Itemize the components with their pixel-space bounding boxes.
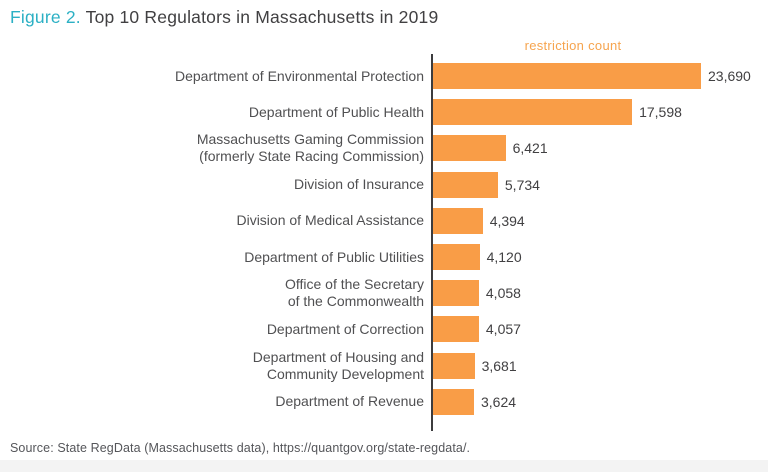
category-label: Division of Insurance xyxy=(294,176,424,193)
chart-row: Massachusetts Gaming Commission (formerl… xyxy=(0,130,768,166)
bar xyxy=(433,63,701,90)
chart-row: Department of Revenue 3,624 xyxy=(0,384,768,420)
bar xyxy=(433,135,506,162)
category-label: Department of Housing and Community Deve… xyxy=(252,348,424,382)
value-label: 4,120 xyxy=(486,249,522,266)
bar xyxy=(433,388,474,415)
value-label: 3,624 xyxy=(481,393,517,410)
bar-area: 4,058 xyxy=(432,275,768,311)
chart-row: Department of Public Utilities 4,120 xyxy=(0,239,768,275)
bar-area: 4,057 xyxy=(432,311,768,347)
chart-row: Division of Medical Assistance 4,394 xyxy=(0,203,768,239)
value-label: 6,421 xyxy=(512,140,548,157)
chart-row: Division of Insurance 5,734 xyxy=(0,167,768,203)
bar xyxy=(433,171,498,198)
bar xyxy=(433,99,633,126)
category-label: Department of Correction xyxy=(266,320,424,337)
bar-area: 4,120 xyxy=(432,239,768,275)
bar xyxy=(433,280,479,307)
chart-row: Department of Housing and Community Deve… xyxy=(0,348,768,384)
category-label: Department of Revenue xyxy=(275,393,424,410)
value-label: 5,734 xyxy=(504,176,540,193)
bar-area: 3,624 xyxy=(432,384,768,420)
value-label: 4,058 xyxy=(485,285,521,302)
value-label: 17,598 xyxy=(639,104,682,121)
category-label: Massachusetts Gaming Commission (formerl… xyxy=(196,131,424,165)
source-citation: Source: State RegData (Massachusetts dat… xyxy=(10,441,471,455)
bar xyxy=(433,207,483,234)
bar xyxy=(433,352,475,379)
bar xyxy=(433,316,479,343)
figure-title-text: Top 10 Regulators in Massachusetts in 20… xyxy=(85,7,439,27)
chart-row: Office of the Secretary of the Commonwea… xyxy=(0,275,768,311)
bar-area: 4,394 xyxy=(432,203,768,239)
y-axis-line xyxy=(431,54,433,431)
category-label: Department of Public Utilities xyxy=(244,248,424,265)
chart-row: Department of Public Health 17,598 xyxy=(0,94,768,130)
bar-area: 3,681 xyxy=(432,348,768,384)
figure-number-label: Figure 2. xyxy=(10,7,81,27)
bar-area: 17,598 xyxy=(432,94,768,130)
value-label: 4,057 xyxy=(485,321,521,338)
category-label: Division of Medical Assistance xyxy=(236,212,424,229)
value-label: 4,394 xyxy=(489,212,525,229)
chart-row: Department of Correction 4,057 xyxy=(0,311,768,347)
category-label: Department of Environmental Protection xyxy=(174,67,424,84)
bar xyxy=(433,244,480,271)
value-label: 23,690 xyxy=(708,68,751,85)
bar-chart-rows: Department of Environmental Protection 2… xyxy=(0,58,768,420)
category-label: Office of the Secretary of the Commonwea… xyxy=(284,276,424,310)
chart-row: Department of Environmental Protection 2… xyxy=(0,58,768,94)
series-legend-label: restriction count xyxy=(524,38,622,53)
bar-area: 23,690 xyxy=(432,58,768,94)
figure-title: Figure 2. Top 10 Regulators in Massachus… xyxy=(10,7,438,28)
bottom-page-strip xyxy=(0,460,768,472)
category-label: Department of Public Health xyxy=(248,103,424,120)
value-label: 3,681 xyxy=(481,357,517,374)
bar-area: 6,421 xyxy=(432,130,768,166)
bar-area: 5,734 xyxy=(432,167,768,203)
